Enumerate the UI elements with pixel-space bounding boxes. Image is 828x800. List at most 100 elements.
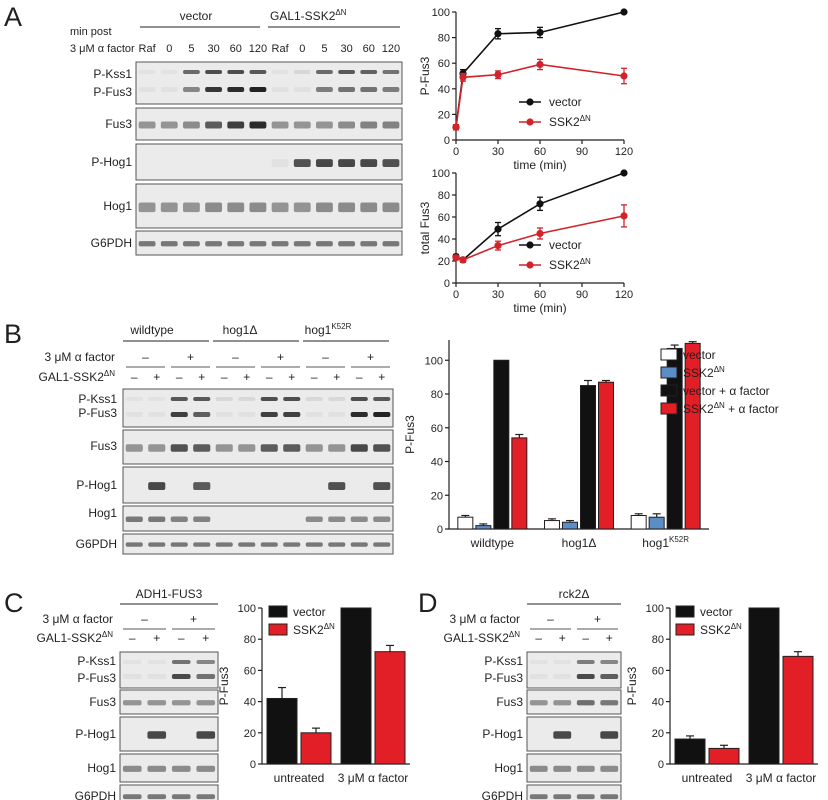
y-tick-label: 100 [238,603,256,615]
legend-swatch [660,348,678,361]
blot-phog1-band [328,482,346,491]
blot-g6pdh-band [382,241,400,247]
blot-pkss1-pfus3 [119,651,219,689]
legend-swatch [675,605,695,618]
band-pkss1 [215,397,233,401]
legend-swatch [660,384,678,397]
y-tick-label: 0 [444,135,450,147]
band-pfus3 [360,87,378,92]
band-pfus3 [238,412,256,417]
band-pkss1 [600,660,619,664]
legend-label: SSK2ΔN [549,257,591,272]
blot-fus3-band [360,121,378,129]
data-point [494,71,502,79]
alpha-sign: + [594,612,601,626]
y-axis-label: total Fus3 [418,201,432,254]
gal-sign: + [198,370,205,384]
data-point [452,254,460,262]
bar [748,607,780,765]
legend-label: SSK2ΔN [293,622,335,637]
x-tick-label: 0 [453,289,459,301]
blot-pkss1-pfus3 [122,388,394,428]
alpha-sign: + [190,612,197,626]
group-label: hog1K52R [305,322,352,337]
blot-fus3-band [193,444,211,452]
band-pkss1 [360,70,378,74]
blot-label-g6pdh: G6PDH [91,236,132,250]
y-tick-label: 80 [438,33,450,45]
y-tick-label: 20 [652,728,664,740]
x-tick-label: 30 [492,289,504,301]
band-pkss1 [122,660,142,664]
blot-pkss1-pfus3 [135,61,403,105]
alpha-factor-label: 3 μM α factor [449,612,520,626]
blot-hog1-band [205,202,223,213]
panel-c-bar-chart: 0 20 40 60 80 100 P-Fus3 untreated 3 μM α factor… [217,603,410,785]
y-tick-label: 0 [437,524,443,536]
gal-ssk2-label: GAL1-SSK2ΔN [444,630,521,645]
band-pkss1 [125,397,143,401]
gal-sign: + [559,631,566,645]
blot-g6pdh-band [147,794,167,800]
blot-hog1-band [360,202,378,213]
blot-phog1-band [338,159,356,168]
blot-label-hog1: Hog1 [494,761,523,775]
alpha-sign: – [322,350,329,364]
y-tick-label: 80 [438,190,450,202]
blot-g6pdh-band [122,794,142,800]
lane-label: 30 [207,43,219,55]
blot-fus3-band [171,700,191,706]
band-pfus3 [328,412,346,417]
band-pkss1 [171,660,191,664]
y-tick-label: 60 [652,665,664,677]
band-pkss1 [238,397,256,401]
blot-g6pdh-band [205,241,223,247]
blot-phog1-band [293,159,311,168]
band-pkss1 [160,70,178,74]
blot-g6pdh-band [249,241,267,247]
legend-label-base: SSK2 [293,623,324,637]
alpha-sign: + [367,350,374,364]
x-tick-label: 60 [534,289,546,301]
blot-fus3-band [373,444,391,452]
band-pkss1 [373,397,391,401]
band-pfus3 [138,87,156,92]
category-label: hog1K52R [642,535,689,550]
blot-hog1-band [305,516,323,522]
group-label-sup: K52R [331,322,351,331]
gal-ssk2-label-sup: ΔN [104,369,115,378]
x-tick-label: 120 [615,146,633,158]
blot-hog1-band [338,202,356,213]
band-pfus3 [170,412,188,417]
legend-label: vector [549,238,582,252]
blot-hog1-band [138,202,156,213]
gal-sign: – [178,631,185,645]
legend-label: vector [293,605,326,619]
alpha-sign: – [141,612,148,626]
blot-g6pdh-band [260,542,278,547]
blot-fus3-band [238,444,256,452]
band-pkss1 [553,660,572,664]
blot-g6pdh-band [138,241,156,247]
panel-b-blot: wildtype hog1Δ hog1K52R 3 μM α factor GAL1-S… [39,322,394,555]
blot-label-hog1: Hog1 [87,761,116,775]
bar [511,437,528,530]
blot-label-fus3: Fus3 [105,117,132,131]
legend-marker [526,241,534,249]
gal-sign: – [582,631,589,645]
y-axis-label: P-Fus3 [418,56,432,95]
legend-swatch [268,605,288,618]
data-point [494,225,502,233]
blot-hog1-band [147,765,167,772]
y-tick-label: 40 [244,697,256,709]
lane-label: 120 [382,43,400,55]
blot-g6pdh-band [196,794,216,800]
blot-hog1-band [576,765,595,772]
lane-label: 30 [340,43,352,55]
blot-label-phog1: P-Hog1 [482,727,523,741]
panel-a-pfus3-line-chart: 0 20 40 60 80 100 0 30 60 90 120 time (min) P-Fus3 ve… [418,7,633,172]
blot-hog1-band [350,516,368,522]
y-axis-label: P-Fus3 [217,666,231,705]
gal-sign: + [153,370,160,384]
